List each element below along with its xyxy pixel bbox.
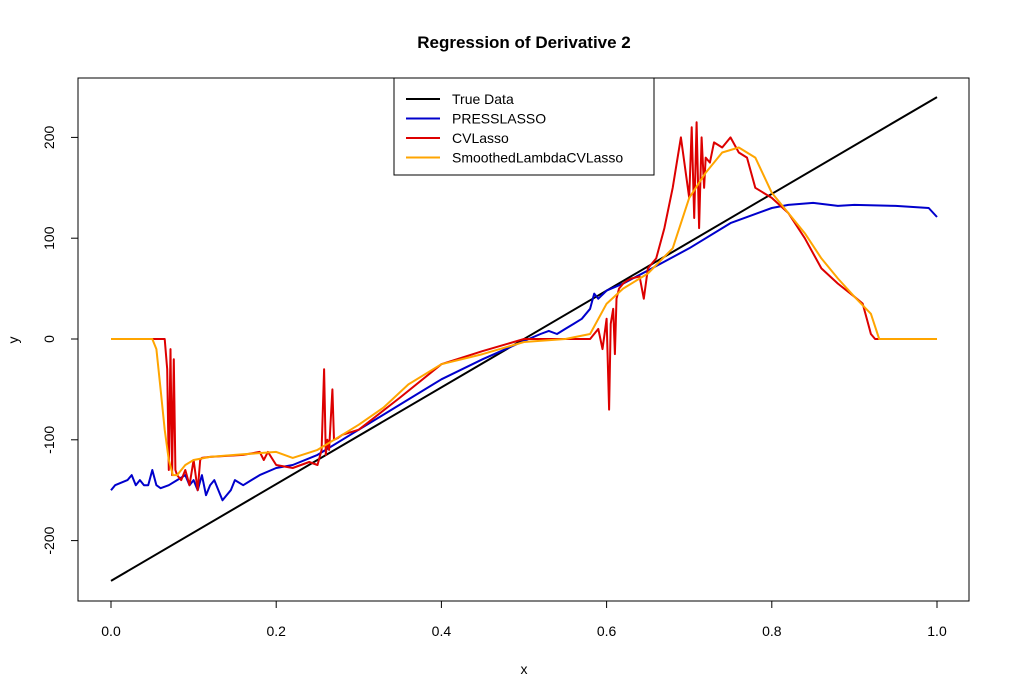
legend-label: CVLasso	[452, 130, 509, 146]
y-tick-label: 100	[41, 226, 57, 250]
y-tick-label: -200	[41, 526, 57, 554]
y-axis-label: y	[5, 337, 21, 344]
legend-label: PRESSLASSO	[452, 111, 546, 127]
chart-title: Regression of Derivative 2	[417, 33, 631, 52]
legend-label: True Data	[452, 91, 514, 107]
x-tick-label: 0.6	[597, 623, 617, 639]
x-tick-label: 0.4	[432, 623, 452, 639]
legend-label: SmoothedLambdaCVLasso	[452, 150, 623, 166]
x-tick-label: 0.0	[101, 623, 121, 639]
series-line-cvlasso	[111, 121, 937, 492]
x-tick-label: 1.0	[927, 623, 947, 639]
x-tick-label: 0.8	[762, 623, 782, 639]
x-tick-label: 0.2	[266, 623, 286, 639]
y-tick-label: 0	[41, 335, 57, 343]
y-axis: -200 -100 0 100 200	[41, 126, 79, 555]
legend-box	[393, 77, 655, 176]
series-line-presslasso	[110, 201, 938, 502]
y-tick-label: -100	[41, 426, 57, 454]
series-line-smoothedlambdacvlasso	[111, 146, 937, 477]
legend: True Data PRESSLASSO CVLasso SmoothedLambda…	[393, 77, 655, 176]
x-axis: 0.0 0.2 0.4 0.6 0.8 1.0	[101, 600, 947, 639]
y-tick-label: 200	[41, 126, 57, 150]
x-axis-label: x	[521, 661, 528, 677]
series-layer	[110, 96, 938, 582]
